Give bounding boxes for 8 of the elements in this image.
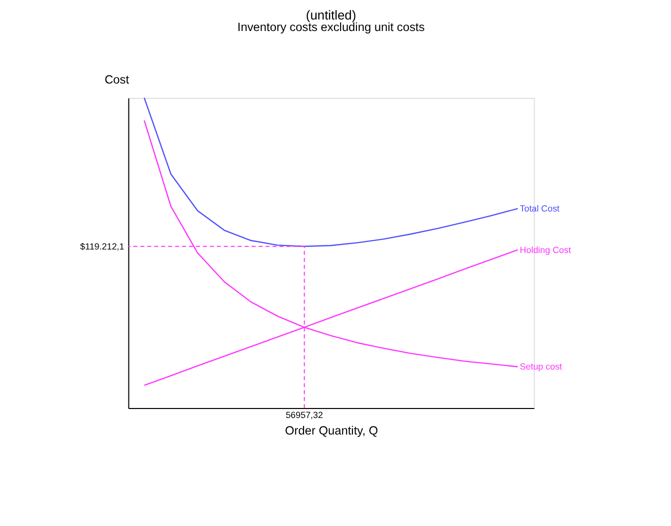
series-label: Setup cost: [520, 362, 563, 372]
y-axis-title: Cost: [104, 72, 130, 86]
text: 56957,32: [286, 410, 324, 420]
series-label: Holding Cost: [520, 244, 572, 255]
x-axis-title: Order Quantity, Q: [284, 423, 378, 438]
series-label: Total Cost: [520, 204, 560, 214]
text: $119.212,1: [80, 241, 124, 252]
chart-title: (untitled): [306, 7, 356, 22]
